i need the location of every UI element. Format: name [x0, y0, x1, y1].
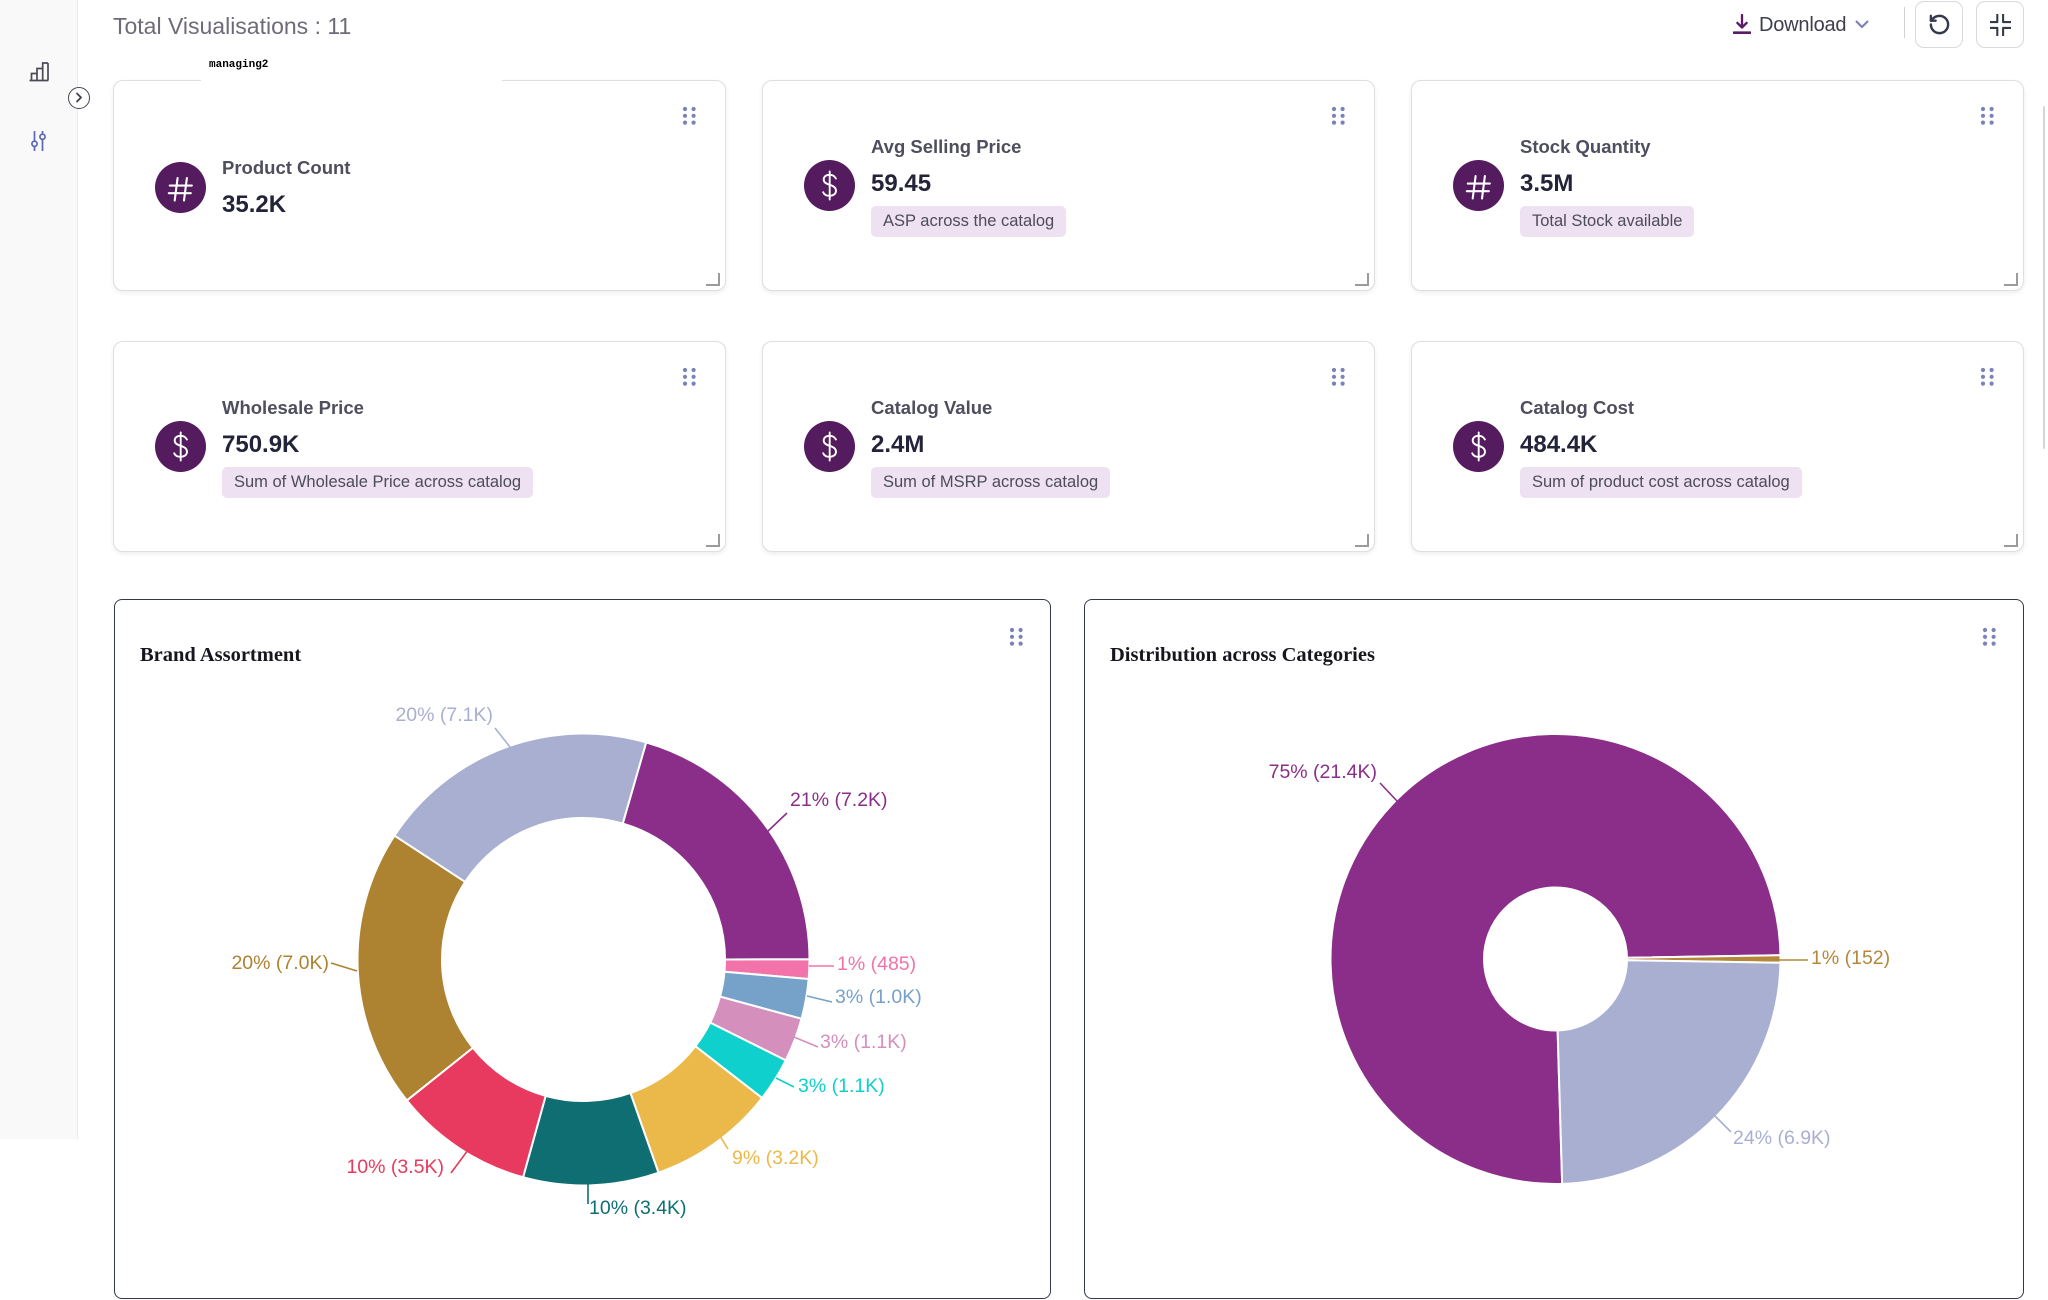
- svg-text:20% (7.0K): 20% (7.0K): [231, 952, 329, 974]
- svg-text:21% (7.2K): 21% (7.2K): [790, 789, 888, 811]
- svg-text:20% (7.1K): 20% (7.1K): [395, 704, 493, 726]
- svg-text:1% (152): 1% (152): [1811, 947, 1890, 969]
- svg-text:10% (3.4K): 10% (3.4K): [589, 1197, 687, 1219]
- svg-text:3% (1.0K): 3% (1.0K): [835, 986, 922, 1008]
- svg-text:9% (3.2K): 9% (3.2K): [732, 1147, 819, 1169]
- svg-text:75% (21.4K): 75% (21.4K): [1269, 761, 1377, 783]
- svg-text:3% (1.1K): 3% (1.1K): [820, 1031, 907, 1053]
- svg-text:24% (6.9K): 24% (6.9K): [1733, 1127, 1831, 1149]
- svg-text:1% (485): 1% (485): [837, 953, 916, 975]
- svg-text:10% (3.5K): 10% (3.5K): [346, 1156, 444, 1178]
- svg-text:3% (1.1K): 3% (1.1K): [798, 1075, 885, 1097]
